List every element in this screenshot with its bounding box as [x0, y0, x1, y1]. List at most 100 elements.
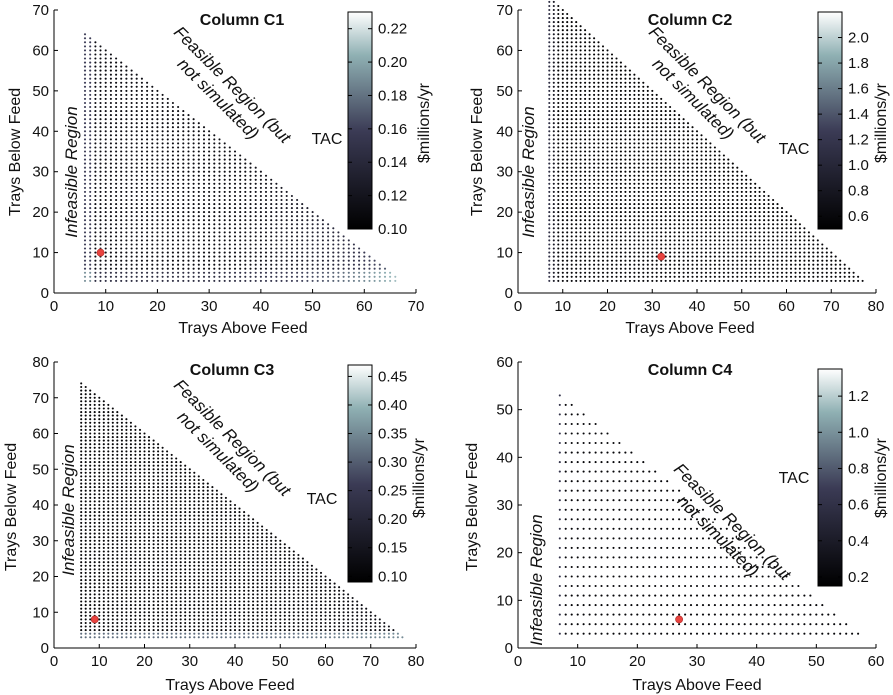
data-point: [597, 203, 600, 206]
data-point: [140, 275, 143, 278]
data-point: [244, 251, 247, 254]
data-point: [754, 259, 757, 262]
data-point: [115, 279, 118, 282]
data-point: [651, 275, 654, 278]
data-point: [633, 203, 636, 206]
data-point: [794, 231, 797, 234]
data-point: [664, 114, 667, 117]
data-point: [99, 49, 102, 52]
data-point: [270, 263, 273, 266]
data-point: [202, 211, 206, 214]
data-point: [548, 247, 551, 250]
data-point: [601, 57, 605, 60]
data-point: [120, 146, 123, 149]
data-point: [566, 267, 569, 270]
data-point: [151, 162, 154, 165]
data-point: [244, 259, 247, 262]
data-point: [713, 227, 716, 230]
feasible-region-label: Feasible Region (but not simulated): [170, 23, 295, 148]
data-point: [89, 85, 92, 88]
data-point: [566, 207, 569, 210]
data-point: [615, 231, 618, 234]
data-point: [84, 525, 87, 528]
data-point: [89, 142, 92, 145]
data-point: [722, 279, 725, 282]
data-point: [785, 247, 788, 250]
data-point: [655, 203, 658, 206]
data-point: [99, 182, 102, 185]
data-point: [834, 267, 837, 270]
data-point: [98, 564, 101, 567]
data-point: [561, 61, 564, 64]
data-point: [610, 215, 614, 218]
data-point: [270, 243, 273, 246]
data-point: [552, 114, 555, 117]
data-point: [197, 259, 200, 262]
data-point: [624, 158, 627, 161]
data-point: [664, 101, 667, 105]
data-point: [615, 93, 618, 96]
data-point: [321, 275, 324, 278]
data-point: [228, 279, 231, 282]
data-point: [646, 194, 649, 198]
data-point: [570, 81, 573, 84]
data-point: [80, 636, 83, 639]
data-point: [187, 219, 190, 222]
data-point: [588, 219, 591, 222]
data-point: [109, 247, 112, 250]
data-point: [557, 223, 560, 226]
data-point: [557, 118, 560, 121]
data-point: [593, 130, 596, 133]
data-point: [135, 243, 138, 246]
data-point: [125, 194, 128, 198]
data-point: [233, 174, 237, 177]
data-point: [664, 158, 667, 161]
data-point: [264, 211, 268, 214]
data-point: [275, 207, 278, 210]
data-point: [109, 219, 112, 222]
data-point: [628, 126, 631, 129]
data-point: [588, 97, 591, 100]
data-point: [94, 130, 97, 133]
y-tick-label: 70: [496, 2, 513, 19]
data-point: [740, 203, 743, 206]
data-point: [763, 219, 766, 222]
data-point: [597, 146, 600, 149]
data-point: [669, 215, 672, 218]
data-point: [709, 150, 712, 153]
data-point: [619, 203, 622, 206]
data-point: [682, 186, 685, 189]
data-point: [651, 126, 654, 129]
data-point: [704, 154, 708, 157]
data-point: [171, 158, 174, 161]
data-point: [213, 174, 216, 177]
data-point: [593, 142, 596, 145]
data-point: [664, 130, 667, 133]
data-point: [93, 528, 96, 532]
data-point: [610, 190, 614, 193]
data-point: [171, 235, 174, 238]
data-point: [686, 219, 690, 222]
data-point: [192, 271, 195, 274]
y-tick-label: 20: [496, 204, 513, 221]
data-point: [557, 263, 560, 266]
data-point: [84, 596, 87, 600]
data-point: [275, 227, 278, 230]
data-point: [637, 194, 640, 198]
data-point: [758, 198, 761, 202]
data-point: [615, 203, 618, 206]
data-point: [233, 279, 237, 282]
data-point: [619, 174, 622, 177]
data-point: [140, 223, 143, 226]
data-point: [700, 259, 703, 262]
data-point: [280, 239, 283, 242]
data-point: [342, 263, 345, 266]
data-point: [264, 190, 268, 193]
data-point: [182, 182, 185, 185]
data-point: [624, 231, 627, 234]
data-point: [89, 279, 92, 282]
data-point: [561, 53, 564, 56]
data-point: [686, 166, 690, 169]
data-point: [135, 271, 138, 274]
data-point: [593, 219, 596, 222]
